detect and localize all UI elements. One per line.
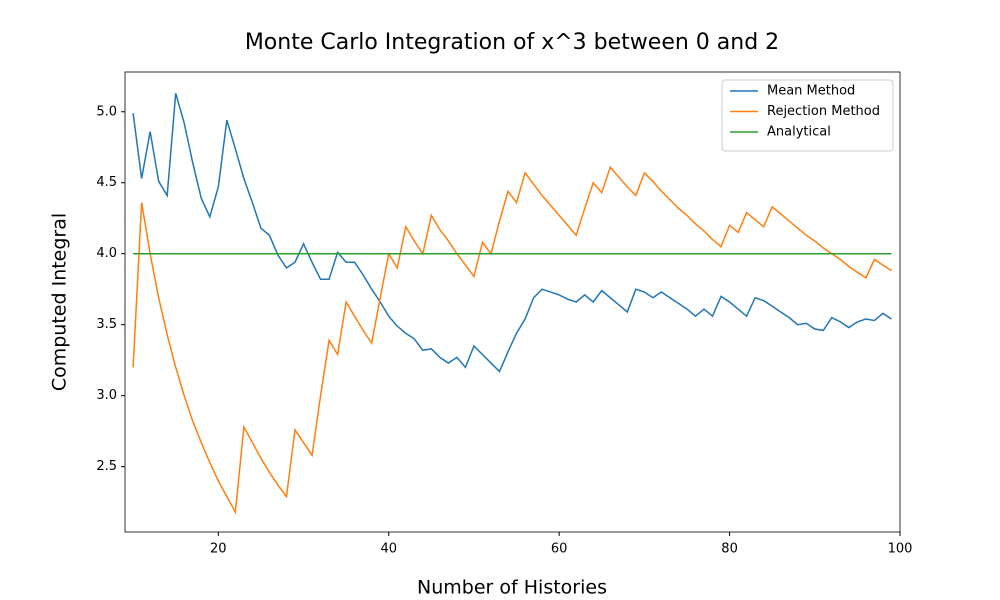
y-tick-label: 5.0 [96, 104, 117, 119]
x-tick-label: 60 [551, 542, 568, 557]
legend-box [721, 79, 894, 152]
y-axis-label: Computed Integral [49, 213, 71, 391]
x-tick-label: 100 [888, 542, 913, 557]
x-tick-label: 80 [721, 542, 738, 557]
y-tick-label: 3.5 [96, 317, 117, 332]
x-tick-label: 20 [210, 542, 227, 557]
legend-label: Mean Method [767, 84, 855, 99]
series-line [132, 165, 892, 515]
legend-label: Rejection Method [767, 104, 880, 119]
chart-title: Monte Carlo Integration of x^3 between 0… [245, 30, 779, 55]
plot-frame [124, 71, 901, 533]
series-line [132, 93, 892, 373]
y-tick-label: 2.5 [96, 459, 117, 474]
x-tick-label: 40 [380, 542, 397, 557]
x-axis-label: Number of Histories [417, 577, 607, 599]
y-tick-label: 3.0 [96, 388, 117, 403]
y-tick-label: 4.0 [96, 246, 117, 261]
legend-label: Analytical [767, 125, 831, 140]
y-tick-label: 4.5 [96, 175, 117, 190]
